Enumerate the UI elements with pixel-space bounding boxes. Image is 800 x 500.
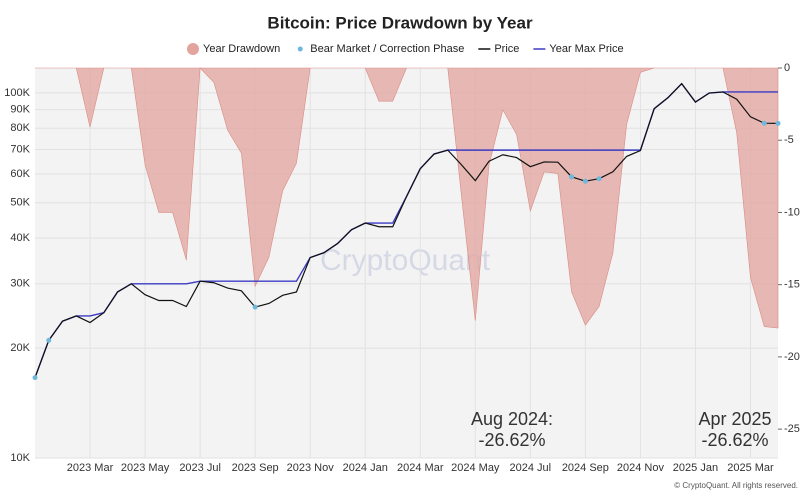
annotation-title: Aug 2024:: [471, 409, 553, 429]
y-tick-label: 100K: [4, 87, 30, 99]
y-tick-label: 20K: [10, 342, 30, 354]
annotation-value: -26.62%: [701, 430, 768, 450]
annotation-title: Apr 2025: [698, 409, 771, 429]
y-tick-label: 10K: [10, 452, 30, 464]
y-tick-label: 50K: [10, 197, 30, 209]
x-tick-label: 2024 Nov: [617, 462, 665, 474]
annotation-value: -26.62%: [478, 430, 545, 450]
y2-tick-label: -20: [784, 351, 800, 363]
x-tick-label: 2023 May: [121, 462, 170, 474]
y2-tick-label: -5: [784, 134, 794, 146]
y-tick-label: 60K: [10, 168, 30, 180]
bear-dot: [582, 178, 588, 184]
y2-tick-label: -25: [784, 423, 800, 435]
legend-label: Bear Market / Correction Phase: [310, 43, 464, 55]
legend-label: Year Drawdown: [203, 43, 280, 55]
x-tick-label: 2025 Jan: [673, 462, 718, 474]
bear-dot: [596, 176, 602, 182]
x-tick-label: 2023 Mar: [67, 462, 114, 474]
y-tick-label: 90K: [10, 104, 30, 116]
y2-tick-label: -15: [784, 279, 800, 291]
chart-title: Bitcoin: Price Drawdown by Year: [267, 13, 533, 32]
x-tick-label: 2024 Mar: [397, 462, 444, 474]
y2-tick-label: -10: [784, 206, 800, 218]
y2-tick-label: 0: [784, 62, 790, 74]
bear-dot: [252, 304, 258, 310]
x-tick-label: 2025 Mar: [727, 462, 774, 474]
legend-swatch: [297, 46, 303, 52]
x-tick-label: 2023 Sep: [232, 462, 279, 474]
x-tick-label: 2023 Jul: [179, 462, 221, 474]
bear-dot: [46, 337, 52, 343]
x-tick-label: 2024 May: [451, 462, 500, 474]
bear-dot: [32, 375, 38, 381]
legend-label: Year Max Price: [549, 43, 623, 55]
x-tick-label: 2024 Jan: [343, 462, 388, 474]
price-line: [34, 82, 779, 378]
bear-dot: [761, 120, 767, 126]
footer: © CryptoQuant. All rights reserved.: [674, 481, 798, 490]
y-tick-label: 70K: [10, 143, 30, 155]
y-tick-label: 30K: [10, 278, 30, 290]
y-tick-label: 40K: [10, 232, 30, 244]
watermark: CryptoQuant: [320, 244, 491, 277]
drawdown-area: [35, 67, 779, 329]
bear-dot: [569, 174, 575, 180]
x-tick-label: 2024 Jul: [510, 462, 552, 474]
y-tick-label: 80K: [10, 122, 30, 134]
legend-label: Price: [494, 43, 519, 55]
x-tick-label: 2023 Nov: [287, 462, 335, 474]
bear-dot: [775, 120, 781, 126]
x-tick-label: 2024 Sep: [562, 462, 609, 474]
legend-swatch: [187, 43, 199, 55]
